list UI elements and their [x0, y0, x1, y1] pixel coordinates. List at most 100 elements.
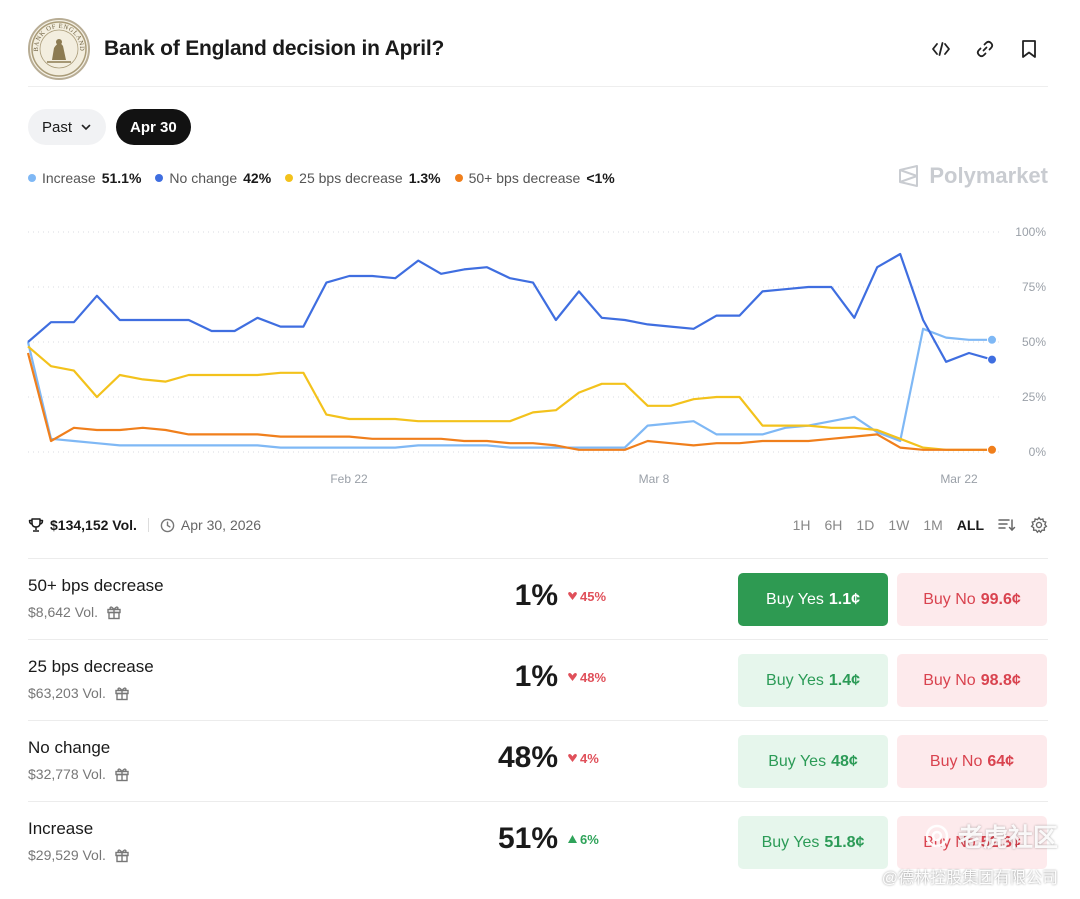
- polymarket-icon: [899, 165, 919, 187]
- x-tick-label: Mar 22: [940, 472, 978, 486]
- series-line-no-change: [27, 252, 993, 363]
- outcome-change: 4%: [568, 751, 599, 766]
- outcome-row[interactable]: 50+ bps decrease $8,642 Vol. 1% 45% Buy …: [28, 558, 1048, 639]
- series-line-25-bps-decrease: [27, 345, 992, 451]
- outcome-change: 6%: [568, 832, 599, 847]
- outcome-row[interactable]: 25 bps decrease $63,203 Vol. 1% 48% Buy …: [28, 639, 1048, 720]
- y-tick-label: 0%: [1029, 445, 1047, 459]
- header-divider: [28, 86, 1048, 87]
- buy-no-button[interactable]: Buy No 98.8¢: [897, 654, 1047, 707]
- buy-yes-button[interactable]: Buy Yes 1.4¢: [738, 654, 888, 707]
- buy-no-price: 64¢: [987, 752, 1015, 770]
- outcome-volume: $32,778 Vol.: [28, 766, 130, 782]
- outcome-change-text: 48%: [580, 669, 607, 685]
- series-line-50-bps-decrease: [26, 352, 992, 451]
- buy-yes-label: Buy Yes: [761, 833, 820, 851]
- range-1h[interactable]: 1H: [792, 517, 811, 533]
- gift-icon[interactable]: [114, 847, 130, 863]
- x-tick-label: Mar 8: [639, 472, 670, 486]
- sort-icon[interactable]: [998, 517, 1016, 533]
- buy-yes-price: 51.8¢: [824, 833, 865, 851]
- buy-no-label: Buy No: [923, 671, 976, 689]
- legend-item: Increase 51.1%: [28, 170, 141, 186]
- date-pill-apr-30[interactable]: Apr 30: [116, 109, 191, 145]
- outcome-volume-text: $29,529 Vol.: [28, 847, 106, 863]
- chart-legend: Increase 51.1% No change 42% 25 bps decr…: [28, 170, 615, 186]
- outcome-name[interactable]: Increase: [28, 819, 94, 838]
- buy-no-label: Buy No: [929, 752, 983, 770]
- buy-yes-price: 48¢: [831, 752, 858, 770]
- code-icon[interactable]: [930, 38, 952, 60]
- buy-no-price: 52.3¢: [980, 833, 1021, 851]
- end-date: Apr 30, 2026: [180, 517, 262, 533]
- past-dropdown[interactable]: Past: [28, 109, 107, 145]
- clock-icon: [160, 518, 175, 532]
- outcome-volume: $29,529 Vol.: [28, 847, 130, 863]
- gift-icon[interactable]: [106, 604, 122, 620]
- outcome-name[interactable]: 50+ bps decrease: [28, 576, 164, 595]
- legend-label: 50+ bps decrease: [468, 170, 581, 186]
- legend-dot: [28, 174, 36, 182]
- heart-down-icon: [568, 673, 577, 681]
- buy-yes-label: Buy Yes: [766, 671, 824, 689]
- x-tick-label: Feb 22: [330, 472, 368, 486]
- legend-value: 51.1%: [101, 170, 142, 186]
- y-tick-label: 50%: [1022, 335, 1046, 349]
- outcome-volume: $63,203 Vol.: [28, 685, 130, 701]
- legend-value: 42%: [243, 170, 272, 186]
- outcomes-list: 50+ bps decrease $8,642 Vol. 1% 45% Buy …: [28, 558, 1048, 882]
- y-tick-label: 25%: [1022, 390, 1046, 404]
- outcome-volume: $8,642 Vol.: [28, 604, 122, 620]
- buy-no-button[interactable]: Buy No 64¢: [897, 735, 1047, 788]
- legend-dot: [454, 174, 463, 182]
- outcome-row[interactable]: Increase $29,529 Vol. 51% 6% Buy Yes 51.…: [28, 801, 1048, 882]
- buy-no-button[interactable]: Buy No 99.6¢: [897, 573, 1047, 626]
- outcome-probability: 1%: [514, 579, 558, 612]
- page-title: Bank of England decision in April?: [104, 37, 445, 60]
- bank-of-england-logo: BANK OF ENGLAND: [28, 18, 90, 80]
- outcome-probability: 1%: [514, 660, 558, 693]
- buy-no-button[interactable]: Buy No 52.3¢: [897, 816, 1047, 869]
- buy-yes-price: 1.1¢: [828, 590, 860, 608]
- market-header: BANK OF ENGLAND Bank of England decision…: [28, 16, 1048, 82]
- legend-label: Increase: [42, 170, 96, 186]
- outcome-probability: 51%: [497, 822, 558, 855]
- range-1w[interactable]: 1W: [888, 517, 910, 533]
- heart-down-icon: [568, 592, 577, 600]
- watermark-primary: 老虎社区: [922, 818, 1058, 854]
- chevron-down-icon: [81, 124, 91, 131]
- past-label: Past: [42, 118, 73, 136]
- outcome-row[interactable]: No change $32,778 Vol. 48% 4% Buy Yes 48…: [28, 720, 1048, 801]
- outcome-name[interactable]: No change: [28, 738, 111, 757]
- outcome-change-text: 45%: [580, 588, 607, 604]
- outcome-volume-text: $8,642 Vol.: [28, 604, 99, 620]
- brand-label: Polymarket: [929, 163, 1048, 188]
- buy-no-label: Buy No: [923, 590, 976, 608]
- buy-yes-button[interactable]: Buy Yes 51.8¢: [738, 816, 888, 869]
- y-tick-label: 75%: [1022, 280, 1046, 294]
- legend-item: No change 42%: [155, 170, 271, 186]
- legend-dot: [155, 174, 164, 182]
- settings-gear-icon[interactable]: [1030, 516, 1048, 534]
- bookmark-icon[interactable]: [1018, 38, 1040, 60]
- buy-yes-button[interactable]: Buy Yes 1.1¢: [738, 573, 888, 626]
- outcome-probability: 48%: [497, 741, 558, 774]
- range-1d[interactable]: 1D: [856, 517, 875, 533]
- link-icon[interactable]: [974, 38, 996, 60]
- heart-down-icon: [568, 754, 577, 762]
- outcome-volume-text: $32,778 Vol.: [28, 766, 106, 782]
- outcome-change-text: 6%: [580, 831, 599, 847]
- outcome-change: 48%: [568, 670, 606, 685]
- series-end-point: [987, 354, 997, 365]
- series-line-increase: [26, 327, 992, 449]
- gift-icon[interactable]: [114, 685, 130, 701]
- market-stats: $134,152 Vol. Apr 30, 2026 1H 6H 1D 1W 1M ALL: [28, 513, 1048, 537]
- outcome-name[interactable]: 25 bps decrease: [28, 657, 154, 676]
- buy-yes-button[interactable]: Buy Yes 48¢: [738, 735, 888, 788]
- range-1m[interactable]: 1M: [923, 517, 943, 533]
- range-6h[interactable]: 6H: [824, 517, 843, 533]
- buy-yes-price: 1.4¢: [828, 671, 860, 689]
- range-all[interactable]: ALL: [956, 517, 984, 533]
- buy-no-price: 99.6¢: [980, 590, 1021, 608]
- gift-icon[interactable]: [114, 766, 130, 782]
